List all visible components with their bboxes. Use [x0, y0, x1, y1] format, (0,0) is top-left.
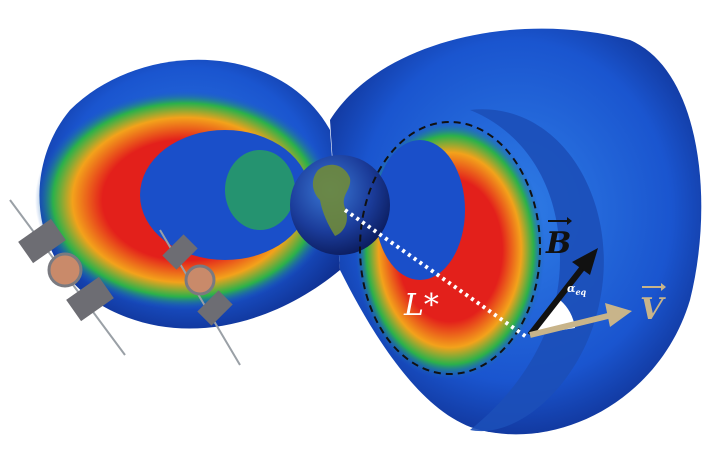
spacecraft-1 [9, 199, 126, 356]
b-field-letter: B [546, 226, 572, 261]
velocity-label: V [640, 283, 666, 327]
b-field-label: B [546, 217, 572, 261]
velocity-letter: V [640, 292, 664, 327]
b-field-arrowhead [572, 248, 598, 275]
pitch-angle-subscript: eq [575, 287, 587, 298]
velocity-vector-arrow [642, 283, 666, 291]
l-star-label: L* [404, 288, 439, 323]
pitch-angle-label: αeq [567, 282, 586, 297]
earth-continents [312, 164, 351, 236]
b-field-vector-arrow [548, 217, 572, 225]
spacecraft-2 [159, 229, 241, 366]
l-star-field-line [359, 121, 541, 375]
l-star-radius-line [343, 208, 530, 340]
velocity-arrow-shaft [529, 312, 613, 338]
outer-shell-cut-face [470, 109, 604, 432]
velocity-arrowhead [605, 303, 632, 327]
b-field-arrow-shaft [527, 260, 590, 337]
pitch-angle-symbol: α [567, 282, 576, 295]
left-slot-inner [225, 150, 295, 230]
